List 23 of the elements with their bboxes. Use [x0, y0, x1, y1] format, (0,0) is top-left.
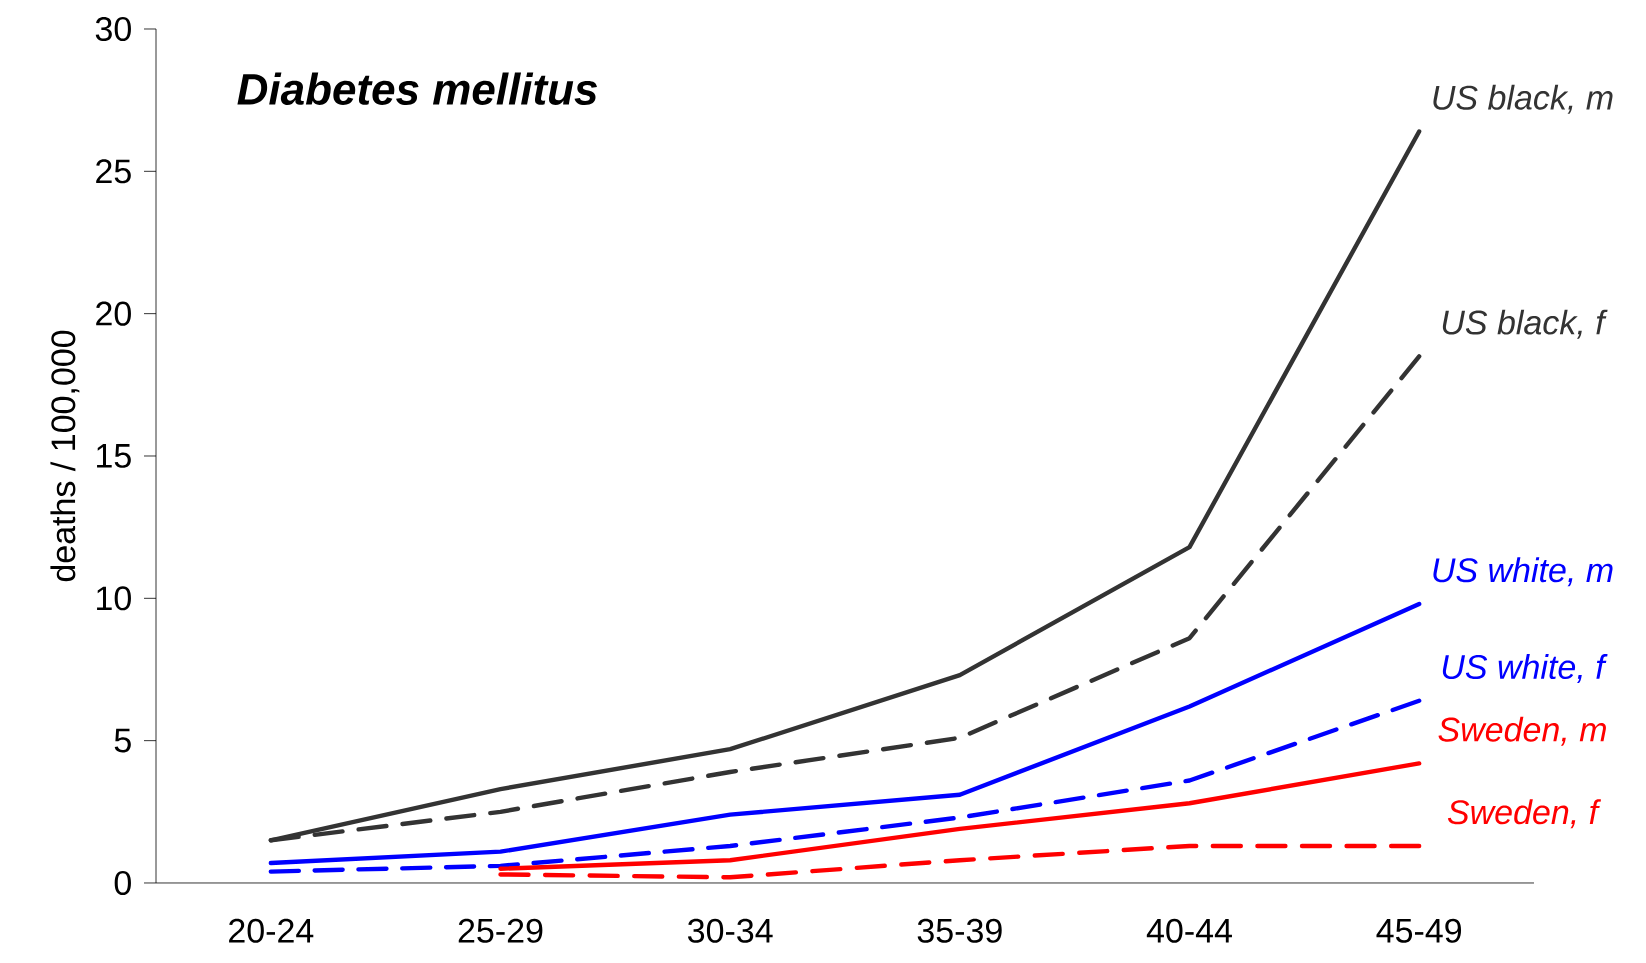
x-tick-label: 20-24	[229, 918, 314, 943]
x-tick-label: 40-44	[1146, 918, 1232, 943]
y-tick-label: 30	[95, 16, 131, 42]
x-tick-label: 30-34	[687, 918, 773, 943]
y-tick-label: 5	[114, 728, 131, 753]
y-tick-label: 15	[97, 444, 131, 468]
series-label: US white, m	[1433, 557, 1613, 587]
y-axis-title: deaths / 100,000	[50, 330, 80, 582]
line-series	[268, 601, 1422, 866]
series-label: US white, f	[1442, 654, 1608, 684]
y-tick-label: 20	[96, 301, 131, 326]
series-label: Sweden, f	[1447, 799, 1602, 829]
y-tick-label: 10	[97, 586, 131, 611]
x-tick-label: 25-29	[458, 918, 543, 943]
y-tick-label: 25	[96, 159, 131, 184]
series-label: US black, m	[1433, 84, 1613, 114]
series-label: US black, f	[1442, 309, 1608, 339]
line-series	[268, 698, 1422, 874]
text: Diabetes mellitus	[237, 72, 597, 105]
y-tick-label: 0	[114, 870, 131, 896]
series-label: Sweden, m	[1438, 716, 1606, 746]
x-tick-label: 35-39	[917, 918, 1002, 943]
x-tick-label: 45-49	[1376, 918, 1462, 943]
